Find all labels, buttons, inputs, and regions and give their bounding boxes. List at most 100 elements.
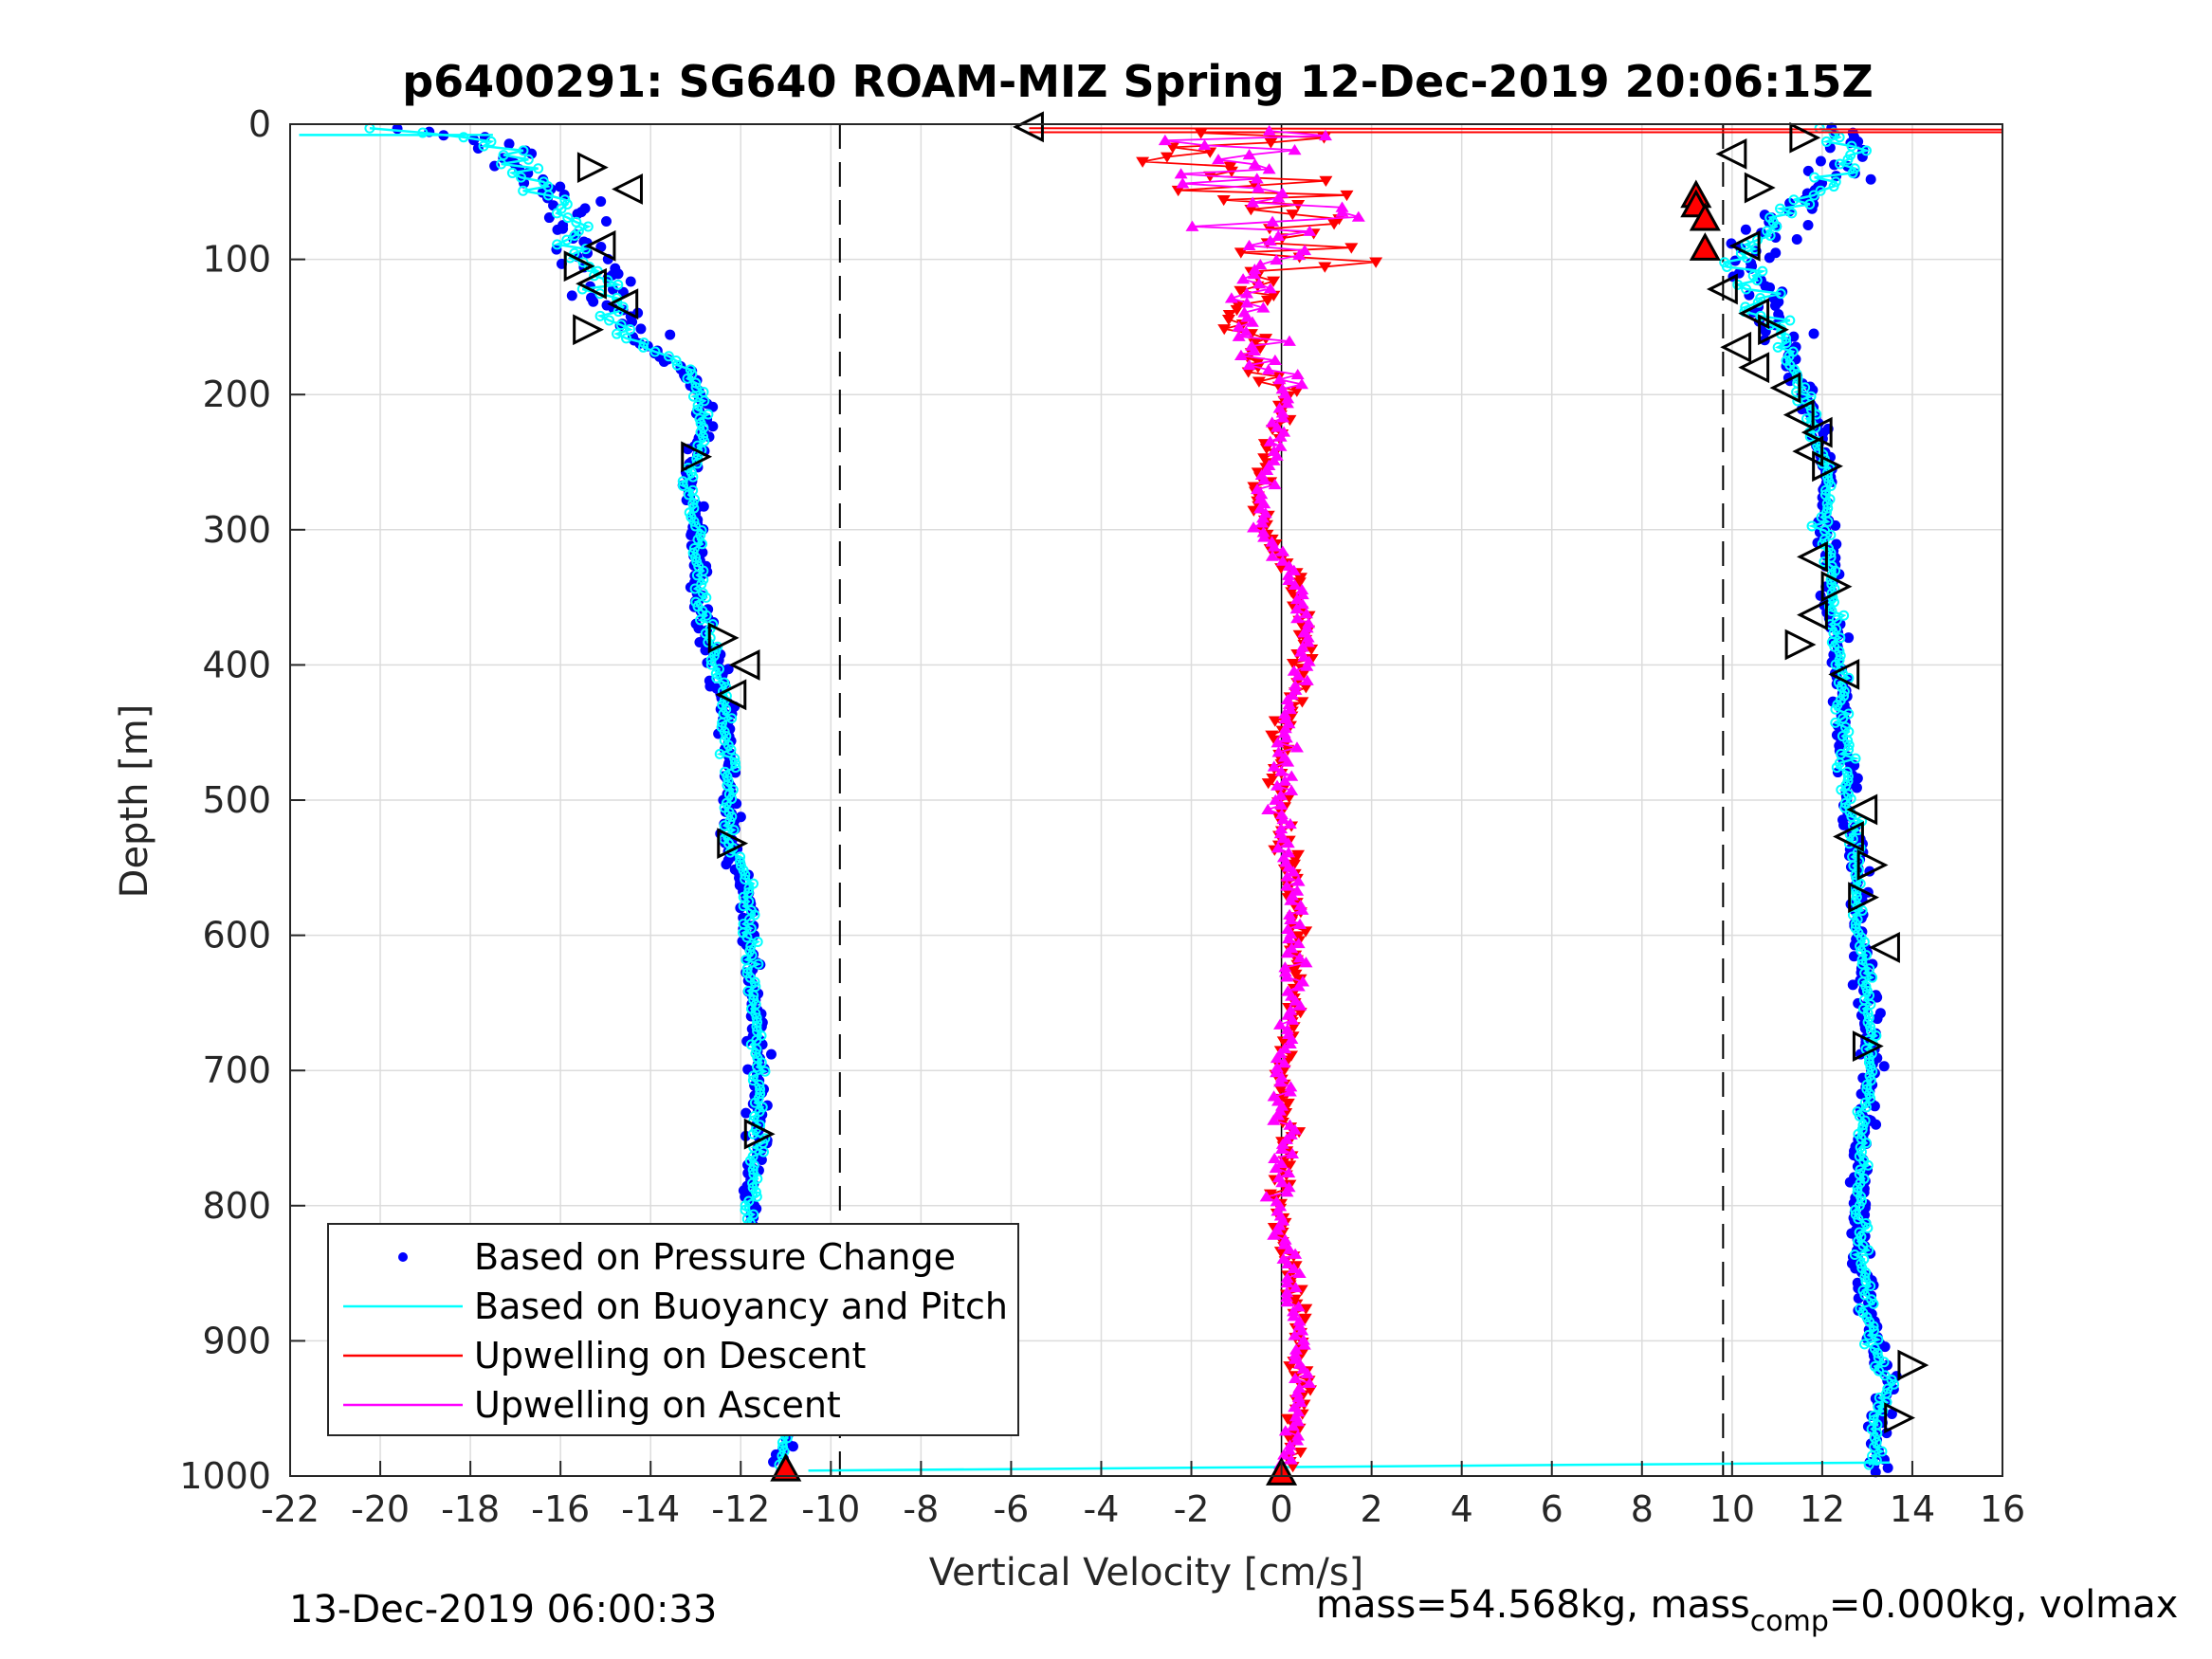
upwelling-ascent-point: [1275, 555, 1289, 566]
buoyancy-pitch-point: [649, 346, 661, 357]
upwelling-ascent-point: [1283, 1037, 1297, 1049]
upwelling-descent-point: [1217, 324, 1232, 336]
pressure-change-point: [1791, 233, 1802, 245]
upwelling-ascent-point: [1301, 1367, 1315, 1378]
buoyancy-pitch-point: [1772, 341, 1783, 353]
upwelling-ascent-point: [1299, 608, 1313, 619]
upwelling-ascent-point: [1281, 837, 1295, 848]
ascent-triangle-marker: [1758, 314, 1789, 346]
buoyancy-pitch-point: [1852, 1182, 1863, 1194]
ascent-triangle-marker: [1852, 1030, 1884, 1062]
x-tick-label: 12: [1800, 1488, 1845, 1530]
upwelling-descent-point: [1234, 285, 1248, 297]
legend-swatch-dot: [398, 1252, 408, 1262]
upwelling-ascent-point: [1257, 473, 1271, 485]
upwelling-descent-point: [1230, 304, 1244, 317]
upwelling-ascent-point: [1288, 143, 1302, 155]
buoyancy-pitch-point: [602, 275, 613, 286]
buoyancy-pitch-point: [589, 270, 600, 282]
upwelling-ascent-point: [1274, 765, 1289, 776]
upwelling-ascent-point: [1185, 220, 1199, 231]
upwelling-ascent-point: [1268, 354, 1282, 366]
ascent-triangle-marker: [1738, 298, 1770, 330]
upwelling-ascent-point: [1246, 196, 1260, 208]
ascent-triangle-marker: [1869, 932, 1900, 963]
buoyancy-pitch-point: [458, 132, 469, 143]
y-tick-label: 500: [202, 779, 271, 821]
x-tick-label: 14: [1890, 1488, 1935, 1530]
mass-subscript: comp: [1749, 1605, 1829, 1638]
legend-box: [327, 1223, 1019, 1436]
upwelling-ascent-point: [1280, 880, 1294, 891]
upwelling-descent-point: [1289, 386, 1304, 397]
upwelling-ascent-point: [1351, 210, 1365, 222]
pressure-change-point: [1844, 1176, 1856, 1188]
x-tick-label: -22: [261, 1488, 320, 1530]
buoyancy-pitch-point: [747, 1177, 759, 1189]
upwelling-ascent-point: [1284, 1453, 1298, 1465]
buoyancy-pitch-point: [478, 140, 489, 152]
upwelling-ascent-point: [1284, 894, 1298, 905]
upwelling-descent-point: [1171, 185, 1185, 197]
upwelling-ascent-point: [1263, 234, 1277, 246]
buoyancy-pitch-point: [1757, 265, 1768, 277]
buoyancy-pitch-point: [750, 1187, 761, 1198]
upwelling-ascent-point: [1296, 1334, 1310, 1345]
upwelling-ascent-point: [1281, 1257, 1295, 1268]
buoyancy-pitch-point: [751, 1061, 762, 1072]
buoyancy-pitch-point: [738, 901, 749, 912]
buoyancy-pitch-point: [625, 323, 636, 335]
footer-mass-info: mass=54.568kg, masscomp=0.000kg, volmax: [1316, 1583, 2178, 1638]
upwelling-descent-point: [1286, 659, 1300, 670]
upwelling-descent-point: [1369, 257, 1383, 268]
buoyancy-pitch-point: [1830, 703, 1841, 715]
upwelling-ascent-point: [1267, 540, 1281, 552]
buoyancy-pitch-point: [685, 364, 696, 375]
buoyancy-pitch-point: [1853, 1213, 1864, 1225]
y-tick-label: 1000: [179, 1455, 271, 1497]
buoyancy-pitch-point: [740, 869, 751, 881]
buoyancy-pitch-point: [740, 873, 751, 884]
buoyancy-pitch-point: [612, 279, 624, 290]
ascent-triangle-marker: [1884, 1402, 1916, 1434]
upwelling-ascent-point: [1281, 569, 1295, 580]
upwelling-ascent-point: [1274, 1142, 1289, 1154]
buoyancy-pitch-point: [1822, 516, 1834, 527]
upwelling-ascent-point: [1240, 287, 1254, 299]
buoyancy-pitch-point: [1792, 395, 1803, 407]
upwelling-ascent-point: [1285, 770, 1299, 781]
pressure-change-point: [1847, 979, 1858, 991]
buoyancy-pitch-point: [604, 315, 615, 326]
pressure-change-point: [756, 1154, 767, 1165]
ascent-triangle-marker: [1784, 629, 1817, 661]
y-tick-label: 300: [202, 509, 271, 551]
buoyancy-pitch-point: [1865, 1281, 1876, 1292]
upwelling-ascent-point: [1291, 1430, 1306, 1441]
buoyancy-pitch-point: [1835, 650, 1846, 662]
upwelling-descent-point: [1273, 1084, 1288, 1095]
upwelling-ascent-point: [1278, 1425, 1292, 1436]
buoyancy-pitch-point: [694, 413, 705, 425]
buoyancy-pitch-point: [1859, 1097, 1871, 1108]
upwelling-ascent-point: [1242, 239, 1256, 251]
upwelling-ascent-point: [1263, 435, 1277, 447]
buoyancy-pitch-point: [688, 516, 700, 527]
upwelling-ascent-point: [1275, 407, 1289, 418]
buoyancy-pitch-point: [1751, 275, 1763, 286]
descent-triangle-marker: [563, 250, 595, 283]
upwelling-ascent-point: [1174, 168, 1188, 179]
buoyancy-pitch-point: [671, 359, 683, 371]
buoyancy-pitch-point: [515, 172, 526, 183]
ascent-triangle-marker: [1897, 1349, 1929, 1381]
buoyancy-pitch-point: [1784, 315, 1796, 326]
upwelling-ascent-point: [1283, 702, 1297, 715]
pressure-change-point: [665, 329, 676, 340]
buoyancy-pitch-point: [752, 936, 763, 947]
upwelling-ascent-point: [1261, 803, 1275, 814]
x-tick-label: 10: [1709, 1488, 1755, 1530]
upwelling-ascent-point: [1256, 301, 1271, 313]
upwelling-ascent-point: [1283, 1085, 1297, 1097]
upwelling-descent-point: [1264, 137, 1278, 149]
descent-triangle-marker: [728, 648, 760, 681]
